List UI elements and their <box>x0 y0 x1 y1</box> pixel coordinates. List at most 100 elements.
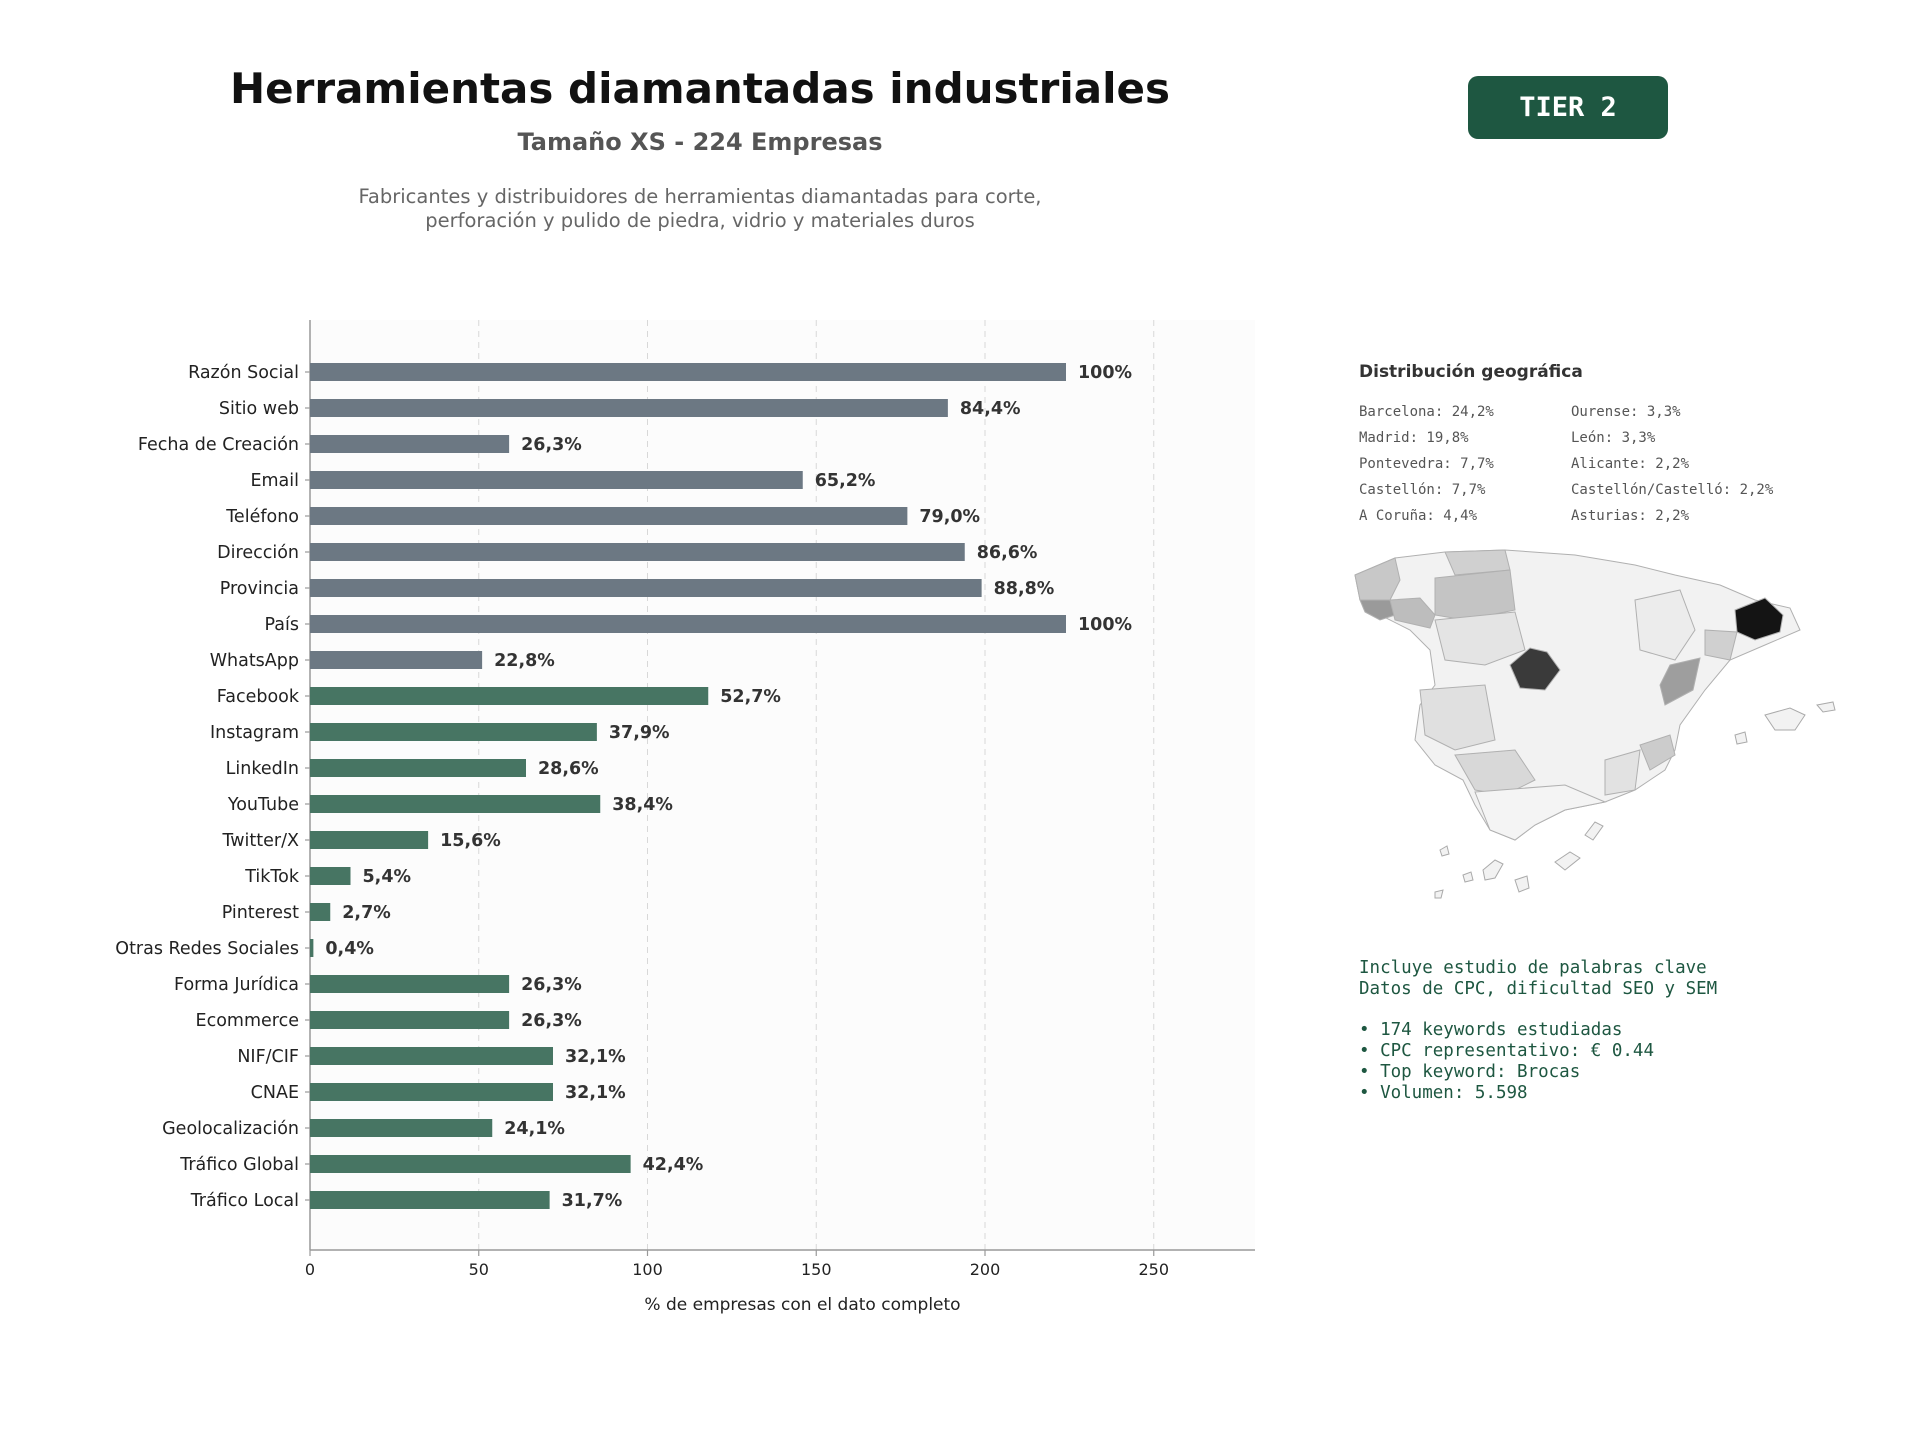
map-canary-5 <box>1554 851 1581 871</box>
bar <box>310 1011 510 1029</box>
map-balearic-menorca <box>1816 701 1836 713</box>
tier-badge: TIER 2 <box>1468 76 1668 139</box>
data-label: 5,4% <box>363 867 412 887</box>
x-axis-label: % de empresas con el dato completo <box>644 1295 960 1315</box>
map-region-castile <box>1434 611 1526 666</box>
x-tick-label: 50 <box>469 1260 489 1279</box>
bar <box>310 579 982 597</box>
map-region-ourense <box>1389 597 1436 629</box>
y-tick-label: Sitio web <box>219 399 299 419</box>
description-line: perforación y pulido de piedra, vidrio y… <box>425 209 975 232</box>
keyword-bullet: • Top keyword: Brocas <box>1359 1062 1581 1082</box>
x-tick-label: 0 <box>305 1260 315 1279</box>
keyword-bullet: • CPC representativo: € 0.44 <box>1359 1041 1655 1061</box>
map-region-alicante <box>1639 734 1676 771</box>
chart-description: Fabricantes y distribuidores de herramie… <box>200 185 1200 233</box>
map-region-castellon <box>1659 657 1701 706</box>
bar <box>310 723 597 741</box>
map-region-andalusia <box>1474 784 1607 841</box>
y-tick-label: Twitter/X <box>221 831 299 851</box>
map-region-murcia <box>1604 749 1641 796</box>
bar <box>310 1119 493 1137</box>
data-label: 86,6% <box>977 543 1038 563</box>
map-balearic-ibiza <box>1734 731 1748 745</box>
y-tick-label: TikTok <box>244 867 300 887</box>
geo-distribution-title: Distribución geográfica <box>1359 362 1583 382</box>
x-tick-label: 150 <box>801 1260 832 1279</box>
map-canary-7 <box>1434 889 1444 899</box>
bar <box>310 471 803 489</box>
y-tick-label: Instagram <box>210 723 299 743</box>
data-label: 84,4% <box>960 399 1021 419</box>
bar <box>310 687 709 705</box>
map-region-south <box>1454 749 1536 796</box>
map-canary-1 <box>1439 845 1450 857</box>
data-label: 100% <box>1078 615 1132 635</box>
bar <box>310 1047 553 1065</box>
bar <box>310 939 314 957</box>
y-tick-label: Tráfico Global <box>179 1155 299 1175</box>
bar <box>310 903 331 921</box>
y-tick-label: Fecha de Creación <box>138 435 299 455</box>
geo-item: A Coruña: 4,4% <box>1359 508 1478 524</box>
bar <box>310 1083 553 1101</box>
bar <box>310 975 510 993</box>
bar <box>310 1155 631 1173</box>
data-label: 100% <box>1078 363 1132 383</box>
data-label: 32,1% <box>565 1047 626 1067</box>
plot-background <box>310 320 1255 1250</box>
map-canary-6 <box>1584 821 1604 841</box>
keyword-study-block: Incluye estudio de palabras clave Datos … <box>1359 958 1717 1104</box>
bar <box>310 831 429 849</box>
y-tick-label: Email <box>250 471 299 491</box>
keyword-line: Datos de CPC, dificultad SEO y SEM <box>1359 979 1718 999</box>
geo-item: Alicante: 2,2% <box>1571 456 1690 472</box>
y-tick-label: País <box>265 615 299 635</box>
bar <box>310 435 510 453</box>
bar <box>310 615 1066 633</box>
data-label: 65,2% <box>815 471 876 491</box>
data-label: 37,9% <box>609 723 670 743</box>
x-tick-label: 200 <box>970 1260 1001 1279</box>
map-region-aragon <box>1634 589 1696 661</box>
y-tick-label: Razón Social <box>188 363 299 383</box>
bar <box>310 651 483 669</box>
geo-item: Castellón/Castelló: 2,2% <box>1571 482 1774 498</box>
bar <box>310 1191 550 1209</box>
geo-item: Castellón: 7,7% <box>1359 482 1486 498</box>
keyword-bullet: • 174 keywords estudiadas <box>1359 1020 1623 1040</box>
x-tick-label: 100 <box>632 1260 663 1279</box>
data-label: 0,4% <box>325 939 374 959</box>
data-label: 26,3% <box>521 975 582 995</box>
y-tick-label: CNAE <box>251 1083 299 1103</box>
map-canary-4 <box>1514 875 1530 893</box>
data-label: 38,4% <box>612 795 673 815</box>
geo-item: León: 3,3% <box>1571 430 1656 446</box>
map-canary-3 <box>1482 859 1504 881</box>
geo-item: Madrid: 19,8% <box>1359 430 1469 446</box>
map-region-leon <box>1434 569 1516 621</box>
y-tick-label: Facebook <box>217 687 300 707</box>
bar-chart: 0 50 100 150 200 250 % de empresas con el dato… <box>115 320 1255 1315</box>
data-label: 26,3% <box>521 1011 582 1031</box>
map-region-madrid <box>1509 647 1561 691</box>
map-region-west <box>1419 684 1496 751</box>
geo-item: Pontevedra: 7,7% <box>1359 456 1494 472</box>
y-tick-label: Provincia <box>220 579 299 599</box>
data-label: 24,1% <box>504 1119 565 1139</box>
data-label: 26,3% <box>521 435 582 455</box>
y-tick-label: Dirección <box>217 543 299 563</box>
data-label: 31,7% <box>562 1191 623 1211</box>
map-region-tarragona <box>1704 629 1738 661</box>
y-tick-label: Geolocalización <box>162 1119 299 1139</box>
keyword-spacer <box>1359 1000 1717 1020</box>
data-label: 88,8% <box>994 579 1055 599</box>
y-tick-label: WhatsApp <box>210 651 299 671</box>
y-tick-label: Pinterest <box>222 903 299 923</box>
x-tick-label: 250 <box>1138 1260 1169 1279</box>
geo-list-right: Ourense: 3,3% León: 3,3% Alicante: 2,2% … <box>1571 399 1773 529</box>
keyword-line: Incluye estudio de palabras clave <box>1359 958 1707 978</box>
bar <box>310 363 1066 381</box>
y-tick-label: YouTube <box>227 795 299 815</box>
map-region-pontevedra <box>1359 599 1396 621</box>
